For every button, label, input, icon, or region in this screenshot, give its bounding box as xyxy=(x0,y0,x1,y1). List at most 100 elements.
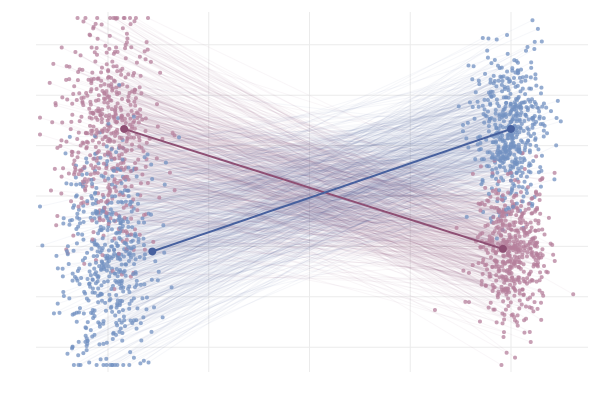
data-point xyxy=(87,115,92,120)
data-point xyxy=(91,230,96,235)
pair-line xyxy=(136,133,516,237)
pair-line xyxy=(109,139,518,263)
data-point xyxy=(511,204,516,209)
data-point xyxy=(100,192,105,197)
pair-line xyxy=(129,59,515,254)
data-point xyxy=(498,158,503,163)
data-point xyxy=(126,252,131,257)
data-point xyxy=(120,82,125,87)
pair-line xyxy=(78,151,536,232)
data-point xyxy=(478,245,483,250)
data-point xyxy=(538,270,543,275)
data-point xyxy=(81,237,86,242)
data-point xyxy=(514,112,519,117)
data-point xyxy=(503,112,508,117)
data-point xyxy=(66,261,71,266)
pair-line xyxy=(129,147,499,366)
data-point xyxy=(475,142,480,147)
data-point xyxy=(513,102,518,107)
pair-line xyxy=(131,110,537,196)
pair-line xyxy=(137,117,519,234)
pair-line xyxy=(108,85,517,209)
data-point xyxy=(137,138,142,143)
data-point xyxy=(81,141,86,146)
data-point xyxy=(479,282,484,287)
data-point xyxy=(65,244,70,249)
pair-line xyxy=(169,172,491,198)
data-point xyxy=(533,72,538,77)
data-point xyxy=(520,86,525,91)
data-point xyxy=(505,51,510,56)
pair-line xyxy=(74,155,499,315)
data-point xyxy=(478,202,483,207)
data-point xyxy=(517,119,522,124)
pair-line xyxy=(116,190,495,232)
pair-line xyxy=(133,72,521,245)
data-point xyxy=(488,194,493,199)
pair-line xyxy=(119,105,484,304)
data-point xyxy=(74,193,79,198)
data-point xyxy=(490,152,495,157)
pair-line xyxy=(140,138,467,364)
data-point xyxy=(104,166,109,171)
data-point xyxy=(103,308,108,313)
data-point xyxy=(126,194,131,199)
data-point xyxy=(133,96,138,101)
pair-line xyxy=(80,145,506,227)
data-point xyxy=(109,155,114,160)
data-point xyxy=(69,182,74,187)
data-point xyxy=(138,73,143,78)
data-point xyxy=(525,44,530,49)
data-point xyxy=(140,172,145,177)
data-point xyxy=(99,298,104,303)
data-point xyxy=(108,207,113,212)
data-point xyxy=(78,182,83,187)
pair-line xyxy=(106,52,488,201)
data-point xyxy=(112,177,117,182)
pair-line xyxy=(107,183,498,260)
data-point xyxy=(535,253,540,258)
pair-line xyxy=(112,146,505,197)
mean-lines xyxy=(120,124,515,256)
pair-line xyxy=(129,150,509,236)
pair-line xyxy=(103,106,534,322)
pair-line xyxy=(97,152,538,243)
pair-line xyxy=(113,141,499,272)
pair-line xyxy=(86,146,483,275)
data-point xyxy=(525,108,530,113)
data-point xyxy=(144,40,149,45)
pair-line xyxy=(145,166,518,323)
data-point xyxy=(77,306,82,311)
data-point xyxy=(539,153,544,158)
pair-line xyxy=(119,83,480,217)
pair-line xyxy=(77,98,517,356)
data-point xyxy=(108,216,113,221)
data-point xyxy=(115,243,120,248)
data-point xyxy=(487,274,492,279)
data-point xyxy=(77,91,82,96)
data-point xyxy=(528,75,533,80)
data-point xyxy=(508,170,513,175)
data-point xyxy=(120,157,125,162)
data-point xyxy=(129,148,134,153)
pair-line xyxy=(112,193,540,200)
pair-line xyxy=(84,144,511,169)
data-point xyxy=(55,214,60,219)
data-point xyxy=(61,289,66,294)
pair-line xyxy=(115,115,500,336)
data-point xyxy=(151,239,156,244)
pair-line xyxy=(95,119,495,273)
data-point xyxy=(519,214,524,219)
data-point xyxy=(96,300,101,305)
data-point xyxy=(143,129,148,134)
data-point xyxy=(542,232,547,237)
pair-line xyxy=(135,50,527,321)
data-point xyxy=(505,286,510,291)
data-point xyxy=(521,194,526,199)
pair-line xyxy=(87,142,530,276)
pair-line xyxy=(118,186,520,255)
data-point xyxy=(529,65,534,70)
pair-line xyxy=(121,153,536,246)
data-point xyxy=(122,215,127,220)
pair-line xyxy=(111,80,499,259)
